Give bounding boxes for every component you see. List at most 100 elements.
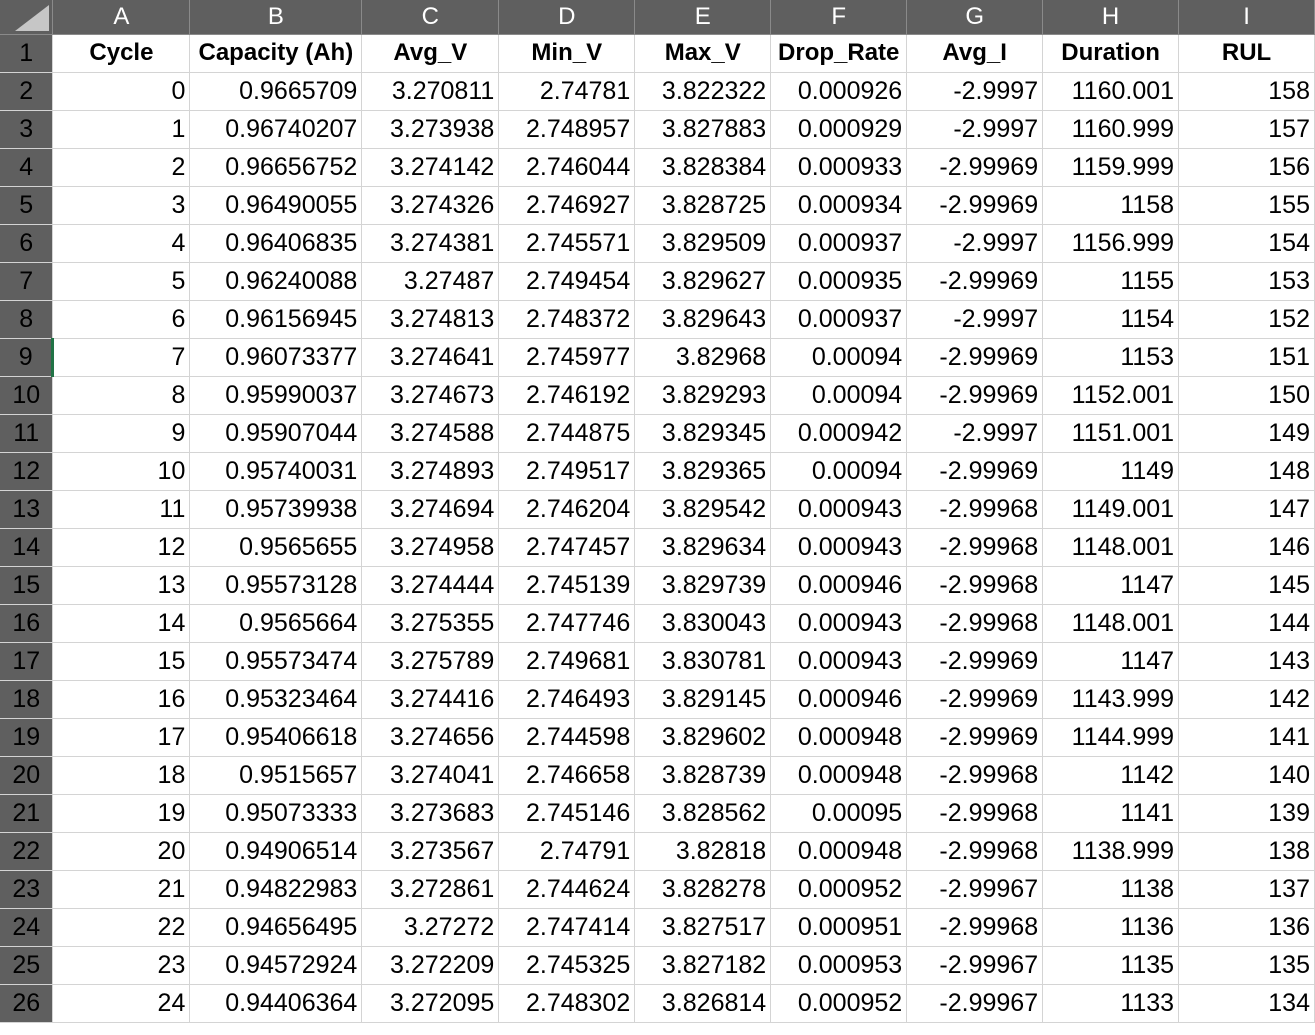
grid-cell[interactable]: 0.96073377 [189,338,363,377]
grid-cell[interactable]: 0.00094 [770,376,908,415]
grid-cell[interactable]: 15 [52,642,191,681]
grid-cell[interactable]: 148 [1178,452,1315,491]
grid-cell[interactable]: 0.95990037 [189,376,363,415]
grid-cell[interactable]: -2.99969 [906,642,1044,681]
grid-cell[interactable]: 0.95323464 [189,680,363,719]
grid-cell[interactable]: 3.829345 [634,414,772,453]
grid-cell[interactable]: 0.96156945 [189,300,363,339]
grid-cell[interactable]: 2.747414 [498,908,636,947]
grid-cell[interactable]: 137 [1178,870,1315,909]
column-header-a[interactable]: A [52,0,191,35]
grid-cell[interactable]: 3.829365 [634,452,772,491]
grid-cell[interactable]: 2.746044 [498,148,636,187]
grid-cell[interactable]: 0.9565664 [189,604,363,643]
grid-cell[interactable]: -2.99968 [906,908,1044,947]
row-header[interactable]: 3 [0,110,54,149]
grid-cell[interactable]: -2.99969 [906,680,1044,719]
grid-cell[interactable]: 2.74791 [498,832,636,871]
grid-cell[interactable]: 2.749681 [498,642,636,681]
grid-cell[interactable]: 0.000943 [770,490,908,529]
column-header-c[interactable]: C [361,0,500,35]
grid-cell[interactable]: 0.9665709 [189,72,363,111]
grid-cell[interactable]: 0.00094 [770,338,908,377]
grid-cell[interactable]: 3.273938 [361,110,500,149]
grid-cell[interactable]: 5 [52,262,191,301]
column-header-g[interactable]: G [906,0,1044,35]
row-header[interactable]: 2 [0,72,54,111]
row-header[interactable]: 18 [0,680,54,719]
grid-cell[interactable]: 3.829293 [634,376,772,415]
grid-cell[interactable]: 1156.999 [1042,224,1180,263]
grid-cell[interactable]: 3.829542 [634,490,772,529]
grid-cell[interactable]: 3.827182 [634,946,772,985]
grid-cell[interactable]: 7 [52,338,191,377]
grid-cell[interactable]: 3.82968 [634,338,772,377]
grid-cell[interactable]: 2.748302 [498,984,636,1023]
grid-cell[interactable]: 3.275355 [361,604,500,643]
grid-cell[interactable]: 1144.999 [1042,718,1180,757]
grid-cell[interactable]: 0.000937 [770,224,908,263]
grid-cell[interactable]: -2.99968 [906,832,1044,871]
grid-cell[interactable]: 134 [1178,984,1315,1023]
grid-cell[interactable]: 1149 [1042,452,1180,491]
grid-cell[interactable]: 146 [1178,528,1315,567]
column-header-d[interactable]: D [498,0,636,35]
header-cell-max-v[interactable]: Max_V [634,34,772,73]
grid-cell[interactable]: 0.000933 [770,148,908,187]
grid-cell[interactable]: -2.99969 [906,186,1044,225]
grid-cell[interactable]: 0.000929 [770,110,908,149]
grid-cell[interactable]: -2.99967 [906,946,1044,985]
grid-cell[interactable]: 2.745977 [498,338,636,377]
row-header[interactable]: 25 [0,946,54,985]
grid-cell[interactable]: 16 [52,680,191,719]
header-cell-min-v[interactable]: Min_V [498,34,636,73]
grid-cell[interactable]: 1159.999 [1042,148,1180,187]
grid-cell[interactable]: 1147 [1042,566,1180,605]
row-header[interactable]: 16 [0,604,54,643]
grid-cell[interactable]: 153 [1178,262,1315,301]
grid-cell[interactable]: 1147 [1042,642,1180,681]
column-header-i[interactable]: I [1178,0,1315,35]
grid-cell[interactable]: 3.829145 [634,680,772,719]
grid-cell[interactable]: -2.99969 [906,376,1044,415]
grid-cell[interactable]: 155 [1178,186,1315,225]
grid-cell[interactable]: 18 [52,756,191,795]
grid-cell[interactable]: 3.275789 [361,642,500,681]
grid-cell[interactable]: 2.747457 [498,528,636,567]
grid-cell[interactable]: 0.94572924 [189,946,363,985]
grid-cell[interactable]: 144 [1178,604,1315,643]
grid-cell[interactable]: 3.829634 [634,528,772,567]
grid-cell[interactable]: 138 [1178,832,1315,871]
grid-cell[interactable]: -2.99968 [906,566,1044,605]
column-header-b[interactable]: B [189,0,363,35]
row-header[interactable]: 4 [0,148,54,187]
row-header[interactable]: 13 [0,490,54,529]
grid-cell[interactable]: 0.9515657 [189,756,363,795]
row-header[interactable]: 1 [0,34,54,73]
column-header-f[interactable]: F [770,0,908,35]
grid-cell[interactable]: 3.274673 [361,376,500,415]
grid-cell[interactable]: 149 [1178,414,1315,453]
grid-cell[interactable]: 9 [52,414,191,453]
grid-cell[interactable]: 0.000943 [770,528,908,567]
grid-cell[interactable]: 139 [1178,794,1315,833]
grid-cell[interactable]: 0.000943 [770,642,908,681]
grid-cell[interactable]: 13 [52,566,191,605]
grid-cell[interactable]: 2.745139 [498,566,636,605]
grid-cell[interactable]: -2.99969 [906,338,1044,377]
grid-cell[interactable]: 2.746493 [498,680,636,719]
grid-cell[interactable]: 1143.999 [1042,680,1180,719]
grid-cell[interactable]: 0.96406835 [189,224,363,263]
grid-cell[interactable]: 0.000946 [770,680,908,719]
grid-cell[interactable]: 1149.001 [1042,490,1180,529]
grid-cell[interactable]: 1138 [1042,870,1180,909]
grid-cell[interactable]: 0.96490055 [189,186,363,225]
grid-cell[interactable]: 2.745146 [498,794,636,833]
grid-cell[interactable]: 2 [52,148,191,187]
grid-cell[interactable]: -2.9997 [906,300,1044,339]
grid-cell[interactable]: 1154 [1042,300,1180,339]
grid-cell[interactable]: 3.829627 [634,262,772,301]
row-header[interactable]: 5 [0,186,54,225]
grid-cell[interactable]: 3.827883 [634,110,772,149]
grid-cell[interactable]: 0 [52,72,191,111]
